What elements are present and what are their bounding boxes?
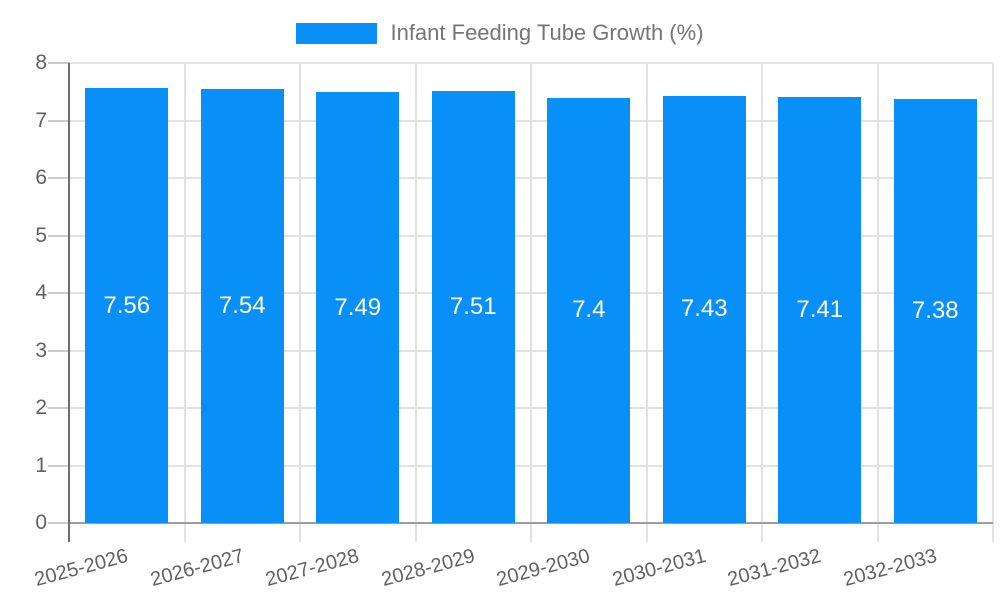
x-gridline: [530, 63, 532, 542]
y-tick-label: 4: [35, 281, 47, 304]
y-tick: [48, 349, 69, 352]
x-gridline: [992, 63, 994, 542]
x-gridline: [876, 63, 879, 542]
bar[interactable]: [316, 92, 400, 523]
y-tick: [48, 234, 69, 237]
legend-swatch: [296, 22, 378, 44]
y-tick: [48, 464, 69, 467]
bar-value-label: 7.49: [334, 293, 382, 321]
bar-value-label: 7.41: [796, 295, 844, 323]
y-tick-label: 8: [35, 51, 47, 74]
x-gridline: [414, 63, 417, 542]
y-tick-label: 5: [35, 223, 47, 247]
bar-value-label: 7.56: [103, 291, 151, 319]
bar[interactable]: [431, 91, 515, 523]
bar-value-label: 7.54: [218, 292, 266, 320]
x-axis-label: 2027-2028: [263, 545, 362, 592]
x-axis-label: 2028-2029: [378, 545, 477, 592]
bar[interactable]: [547, 97, 631, 523]
bar[interactable]: [893, 98, 977, 523]
chart-legend: Infant Feeding Tube Growth (%): [0, 20, 1000, 45]
bar-value-label: 7.4: [572, 296, 606, 324]
y-tick: [48, 119, 69, 122]
y-tick-label: 0: [35, 511, 47, 534]
x-gridline: [645, 63, 648, 542]
y-tick-label: 7: [35, 108, 47, 132]
bar[interactable]: [85, 88, 169, 523]
y-tick: [48, 407, 69, 409]
bar-value-label: 7.38: [911, 296, 959, 324]
legend-label: Infant Feeding Tube Growth (%): [390, 20, 704, 45]
y-tick-label: 2: [35, 396, 47, 419]
y-tick: [48, 522, 69, 524]
y-tick: [48, 292, 69, 294]
y-tick-label: 6: [35, 166, 47, 189]
x-axis-label: 2031-2032: [725, 545, 824, 592]
y-tick-label: 1: [35, 453, 47, 477]
x-axis-label: 2025-2026: [32, 545, 131, 592]
x-gridline: [183, 63, 186, 542]
bar[interactable]: [200, 89, 284, 523]
x-gridline: [761, 63, 763, 542]
bar-value-label: 7.43: [680, 295, 728, 323]
x-axis-label: 2032-2033: [840, 545, 939, 592]
bar[interactable]: [778, 96, 862, 523]
y-tick: [48, 177, 69, 179]
bar-value-label: 7.51: [449, 293, 497, 321]
x-gridline: [299, 63, 301, 542]
x-axis-label: 2030-2031: [609, 545, 708, 592]
y-axis-line: [68, 63, 70, 542]
y-tick: [48, 62, 69, 64]
y-tick-label: 3: [35, 338, 47, 362]
x-axis-line: [69, 522, 993, 524]
x-axis-label: 2029-2030: [494, 545, 593, 592]
x-axis-label: 2026-2027: [147, 545, 246, 592]
bar[interactable]: [662, 95, 746, 523]
